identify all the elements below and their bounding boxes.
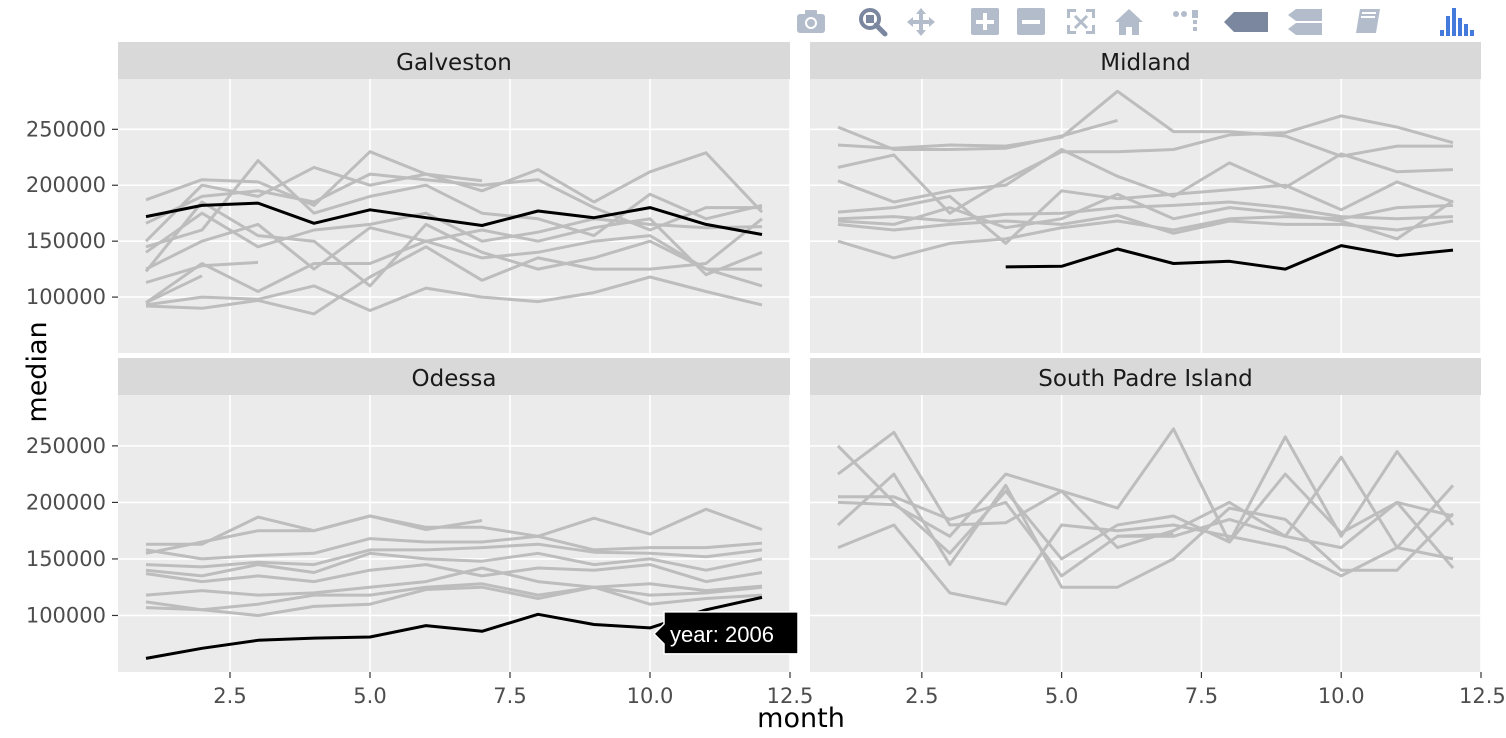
series-group (836, 427, 1455, 606)
x-tick-label: 12.5 (767, 684, 814, 708)
zoom-out-icon[interactable] (1014, 6, 1048, 36)
series-line (145, 274, 203, 305)
y-tick-label: 250000 (26, 434, 106, 458)
camera-icon[interactable] (794, 6, 828, 36)
strip-title: Galveston (396, 50, 512, 76)
series-line (837, 523, 1454, 606)
series-line (145, 563, 763, 584)
series-line (145, 542, 763, 569)
series-line (144, 200, 763, 288)
series-line (145, 217, 763, 277)
x-tick-label: 10.0 (1318, 684, 1365, 708)
strip-title: Odessa (412, 366, 497, 392)
plot-background (810, 79, 1481, 353)
panel-galveston: Galveston 100000 150000 200000 250000 (26, 42, 791, 353)
hover-compare-icon[interactable] (1286, 6, 1326, 36)
series-line (837, 427, 1454, 544)
highlight-line (145, 201, 763, 236)
zoom-in-icon[interactable] (968, 6, 1002, 36)
series-line (145, 551, 763, 578)
panel-odessa: Odessa 100000 150000 200000 250000 2.5 5.0 7.5 1… (26, 358, 814, 708)
series-line (836, 435, 1455, 561)
x-tick-label: 12.5 (1459, 684, 1506, 708)
tooltip-box (652, 611, 799, 655)
hover-tooltip: year: 2006 (652, 611, 799, 655)
zoom-icon[interactable] (856, 6, 890, 37)
y-tick-label: 100000 (26, 603, 106, 627)
x-tick-label: 2.5 (905, 684, 938, 708)
series-line (145, 585, 763, 617)
series-line (837, 455, 1455, 550)
plot-background (810, 395, 1481, 672)
series-line (837, 89, 1453, 158)
tooltip-text: year: 2006 (670, 622, 774, 647)
series-group (837, 89, 1454, 271)
x-tick-label: 7.5 (1185, 684, 1218, 708)
autoscale-icon[interactable] (1064, 6, 1098, 36)
series-group (145, 507, 763, 660)
series-line (144, 165, 483, 243)
series-line (837, 114, 1454, 215)
x-tick-label: 10.0 (627, 684, 674, 708)
strip (810, 42, 1481, 79)
panel-midland: Midland (810, 42, 1482, 353)
series-line (145, 582, 763, 612)
pan-icon[interactable] (904, 6, 938, 36)
y-tick-label: 100000 (26, 285, 106, 309)
series-line (1117, 532, 1174, 538)
series-line (145, 159, 763, 249)
series-line (145, 234, 762, 304)
spikelines-icon[interactable] (1170, 6, 1204, 36)
x-tick-label: 7.5 (493, 684, 526, 708)
series-line (837, 203, 1454, 260)
series-line (145, 260, 259, 284)
x-tick-label: 5.0 (353, 684, 386, 708)
hover-closest-icon[interactable] (1222, 6, 1272, 36)
x-tick-label: 5.0 (1045, 684, 1078, 708)
series-line (145, 507, 763, 555)
series-line (837, 180, 1454, 245)
strip (118, 358, 790, 395)
x-axis-title: month (757, 703, 845, 734)
y-tick-label: 150000 (26, 547, 106, 571)
y-axis-title: median (22, 321, 53, 422)
series-group (144, 150, 764, 316)
strip-title: Midland (1100, 50, 1191, 76)
y-tick-label: 200000 (26, 490, 106, 514)
highlight-line (145, 595, 763, 660)
series-line (837, 148, 1454, 204)
highlight-line (1005, 244, 1454, 271)
series-line (145, 275, 763, 312)
modebar (780, 0, 1506, 40)
series-line (145, 566, 763, 597)
series-line (145, 211, 763, 254)
series-line (145, 217, 763, 316)
y-tick-label: 200000 (26, 173, 106, 197)
strip-title: South Padre Island (1038, 366, 1253, 392)
y-tick-label: 250000 (26, 117, 106, 141)
panel-south-padre-island: South Padre Island 2.5 5.0 7.5 10.0 12.5 (810, 358, 1506, 708)
strip (810, 358, 1481, 395)
plotly-logo-icon[interactable] (1436, 6, 1478, 36)
plot-background (118, 79, 790, 353)
x-tick-label: 2.5 (213, 684, 246, 708)
strip (118, 42, 790, 79)
series-line (837, 118, 1118, 151)
home-icon[interactable] (1112, 6, 1146, 36)
y-tick-label: 150000 (26, 229, 106, 253)
edit-book-icon[interactable] (1352, 6, 1386, 36)
series-line (145, 534, 763, 561)
